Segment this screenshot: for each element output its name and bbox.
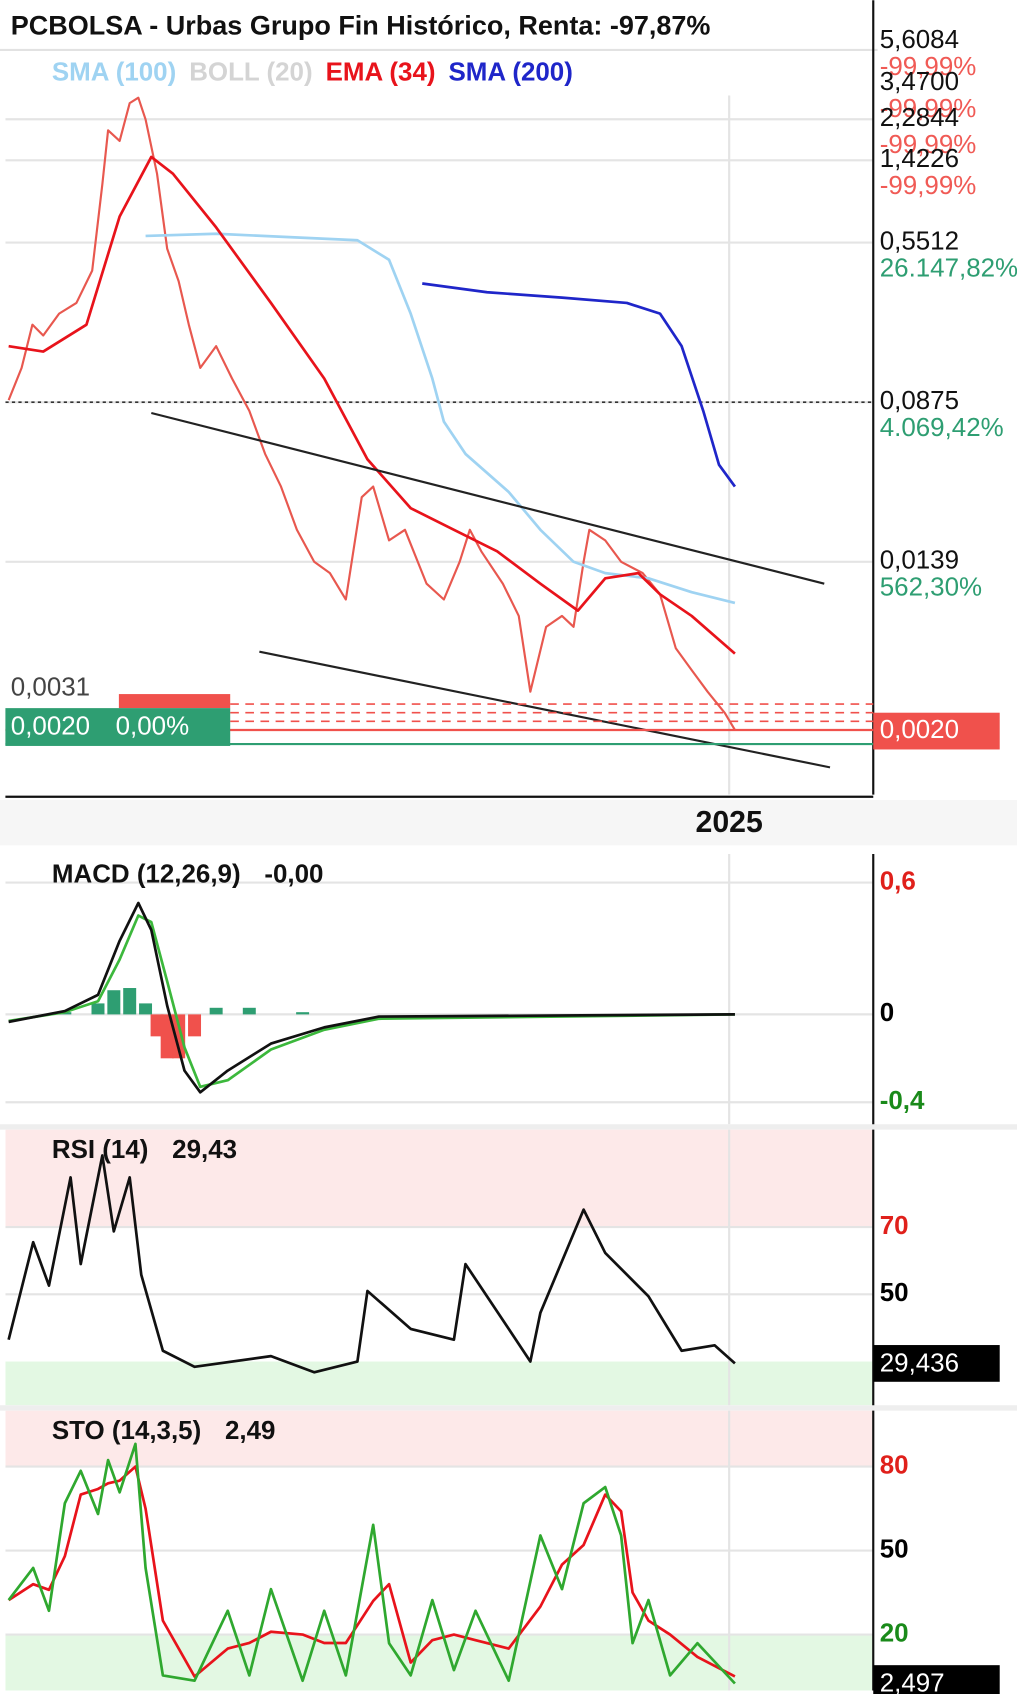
panel-divider [0, 1124, 1017, 1130]
panel-title: MACD (12,26,9) [52, 860, 241, 888]
y-tick-change-label: -99,99% [880, 95, 977, 123]
series-line [422, 282, 737, 488]
chart-layer: 5,6084-99,99%3,4700-99,99%2,2844-99,99%1… [5, 0, 1017, 1694]
histogram-bar [296, 1012, 310, 1015]
y-tick-label: 70 [880, 1212, 909, 1240]
histogram-bar [160, 1014, 174, 1059]
trend-line [151, 411, 825, 585]
series-line [7, 96, 736, 731]
histogram-bar [91, 1003, 105, 1015]
y-tick-label: 20 [880, 1619, 909, 1647]
last-price-badge [873, 712, 1000, 750]
x-axis-band [0, 799, 1017, 846]
last-value-label: 29,436 [880, 1349, 959, 1377]
y-tick-label: 50 [880, 1535, 909, 1563]
last-price-label: 0,0020 [880, 716, 959, 744]
oversold-band [5, 1361, 874, 1406]
panel-title: RSI (14) [52, 1136, 149, 1164]
y-tick-label: 5,6084 [880, 26, 959, 54]
last-value-badge [873, 1345, 1000, 1382]
y-tick-label: 0,6 [880, 867, 916, 895]
oversold-band [5, 1634, 874, 1691]
panel-value: -0,00 [264, 860, 323, 888]
left-last-label: 0,0020 [11, 712, 90, 740]
series-line [8, 914, 735, 1089]
legend-entry: SMA (100) [52, 59, 176, 87]
last-value-badge [873, 1665, 1000, 1694]
histogram-bar [107, 990, 121, 1015]
left-high-label: 0,0031 [11, 674, 90, 702]
series-line [7, 1442, 736, 1685]
y-tick-label: 2,2844 [880, 104, 959, 132]
plot-area [5, 1129, 874, 1406]
left-high-badge [118, 694, 231, 709]
histogram-bar [139, 1003, 153, 1015]
histogram-bar [150, 1014, 164, 1037]
last-value-label: 2,497 [880, 1669, 945, 1694]
histogram-bar [172, 1014, 186, 1059]
legend-entry: BOLL (20) [189, 59, 312, 87]
y-tick-label: 0 [880, 999, 894, 1027]
plot-area [5, 854, 874, 1125]
plot-area [5, 1410, 874, 1691]
histogram-bar [209, 1007, 223, 1015]
panel-value: 2,49 [225, 1417, 275, 1445]
left-last-badge [5, 708, 231, 746]
panel-value: 29,43 [172, 1136, 237, 1164]
plot-area [5, 95, 874, 795]
y-tick-label: 0,5512 [880, 227, 959, 255]
y-tick-label: 1,4226 [880, 145, 959, 173]
y-tick-change-label: -99,99% [880, 53, 977, 81]
y-tick-label: 80 [880, 1451, 909, 1479]
left-change-label: 0,00% [116, 712, 190, 740]
header-bar [0, 0, 878, 50]
y-tick-label: 0,0875 [880, 387, 959, 415]
panel-divider [0, 1405, 1017, 1411]
legend-entry: EMA (34) [326, 59, 436, 87]
y-tick-label: 3,4700 [880, 68, 959, 96]
histogram-bar [123, 988, 137, 1015]
panel-title: STO (14,3,5) [52, 1417, 201, 1445]
y-tick-change-label: 4.069,42% [880, 414, 1004, 442]
y-tick-change-label: -99,99% [880, 131, 977, 159]
series-line [8, 155, 736, 655]
y-tick-change-label: 26.147,82% [880, 254, 1017, 282]
chart-title: PCBOLSA - Urbas Grupo Fin Histórico, Ren… [11, 10, 711, 40]
y-tick-label: -0,4 [880, 1087, 925, 1115]
y-tick-label: 50 [880, 1279, 909, 1307]
y-tick-label: 0,0139 [880, 547, 959, 575]
series-line [7, 1154, 736, 1374]
series-line [8, 901, 735, 1094]
trend-line [259, 650, 831, 769]
histogram-bar [188, 1014, 202, 1037]
y-tick-change-label: -99,99% [880, 172, 977, 200]
series-line [145, 232, 736, 605]
legend-entry: SMA (200) [448, 59, 572, 87]
histogram-bar [242, 1007, 256, 1015]
y-tick-change-label: 562,30% [880, 574, 982, 602]
x-tick-label: 2025 [696, 806, 763, 839]
